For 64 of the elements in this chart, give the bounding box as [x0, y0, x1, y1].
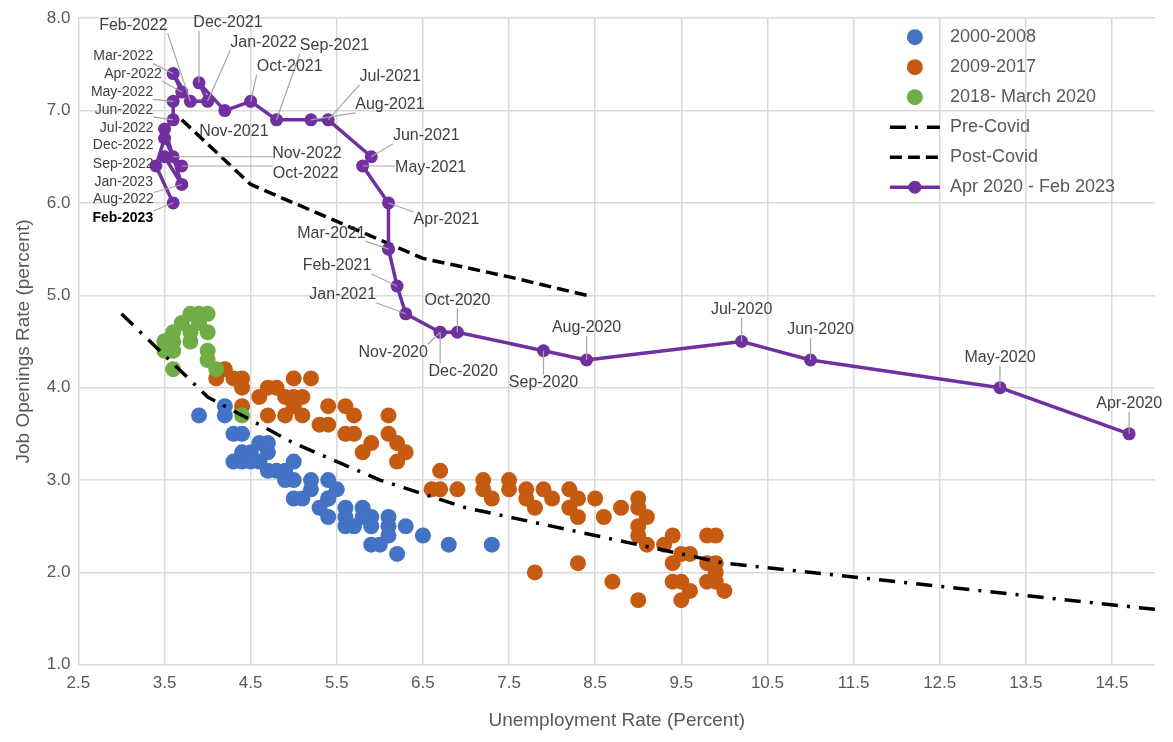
x-tick-label: 3.5: [152, 672, 177, 692]
y-tick-label: 1.0: [46, 654, 71, 674]
legend-label: Pre-Covid: [949, 116, 1030, 137]
y-tick-label: 8.0: [46, 7, 71, 27]
y-axis-title: Job Openings Rate (percent): [11, 219, 33, 464]
data-label: Jul-2021: [359, 67, 421, 85]
data-label: May-2021: [395, 158, 467, 176]
data-label: Jul-2020: [710, 299, 773, 317]
y-tick-label: 3.0: [46, 469, 71, 489]
data-label: Nov-2022: [272, 144, 342, 162]
data-label: Nov-2021: [199, 121, 269, 139]
x-tick-label: 13.5: [1009, 672, 1043, 692]
data-label: Mar-2022: [93, 47, 154, 64]
data-label: Jul-2022: [99, 118, 154, 135]
data-label: Dec-2022: [92, 136, 154, 153]
data-label: Nov-2020: [358, 342, 428, 360]
x-axis-title: Unemployment Rate (Percent): [488, 708, 746, 730]
y-tick-label: 6.0: [46, 192, 71, 212]
data-label: Oct-2021: [256, 56, 323, 74]
y-tick-label: 7.0: [46, 100, 71, 120]
x-tick-label: 7.5: [497, 672, 521, 692]
x-tick-label: 5.5: [324, 672, 349, 692]
data-label: Apr-2020: [1096, 394, 1163, 412]
data-label: Jan-2021: [309, 285, 377, 303]
legend-label: 2009-2017: [949, 56, 1036, 77]
data-label: Jun-2022: [94, 100, 154, 117]
x-tick-label: 6.5: [411, 672, 435, 692]
data-label: Jan-2023: [94, 172, 154, 189]
data-label: Oct-2020: [424, 290, 491, 308]
y-tick-label: 2.0: [46, 562, 71, 582]
y-tick-label: 5.0: [46, 285, 71, 304]
data-label: Feb-2021: [302, 256, 372, 274]
data-label: Feb-2023: [92, 208, 154, 225]
data-label: Dec-2021: [193, 13, 263, 31]
y-tick-label: 4.0: [46, 377, 71, 397]
data-label: Mar-2021: [297, 223, 366, 241]
x-tick-label: 9.5: [669, 672, 694, 692]
data-label: Jan-2022: [230, 32, 298, 50]
x-tick-label: 2.5: [66, 672, 91, 692]
data-label: Dec-2020: [428, 361, 498, 379]
data-label: Sep-2021: [299, 36, 370, 54]
data-label: Feb-2022: [99, 15, 168, 33]
data-label: Oct-2022: [272, 164, 339, 182]
x-tick-label: 4.5: [238, 672, 263, 692]
legend-label: Apr 2020 - Feb 2023: [949, 176, 1116, 197]
legend-label: 2018- March 2020: [949, 86, 1096, 107]
data-label: Sep-2022: [92, 154, 154, 171]
x-tick-label: 11.5: [837, 672, 870, 692]
data-label: Apr-2022: [104, 64, 162, 81]
data-label: Jun-2020: [787, 320, 854, 338]
legend-label: Post-Covid: [949, 146, 1038, 167]
legend-label: 2000-2008: [949, 26, 1036, 47]
data-label: Aug-2021: [355, 95, 425, 113]
data-label: Jun-2021: [392, 126, 460, 144]
data-label: Aug-2020: [551, 318, 622, 336]
data-label: Aug-2022: [93, 190, 154, 207]
data-label: Sep-2020: [508, 373, 579, 391]
data-label: May-2022: [90, 83, 154, 100]
data-label: May-2020: [964, 348, 1036, 366]
data-label: Apr-2021: [413, 210, 480, 228]
x-tick-label: 10.5: [750, 672, 784, 692]
x-tick-label: 12.5: [923, 672, 957, 692]
x-tick-label: 14.5: [1095, 672, 1129, 692]
x-tick-label: 8.5: [583, 672, 608, 692]
